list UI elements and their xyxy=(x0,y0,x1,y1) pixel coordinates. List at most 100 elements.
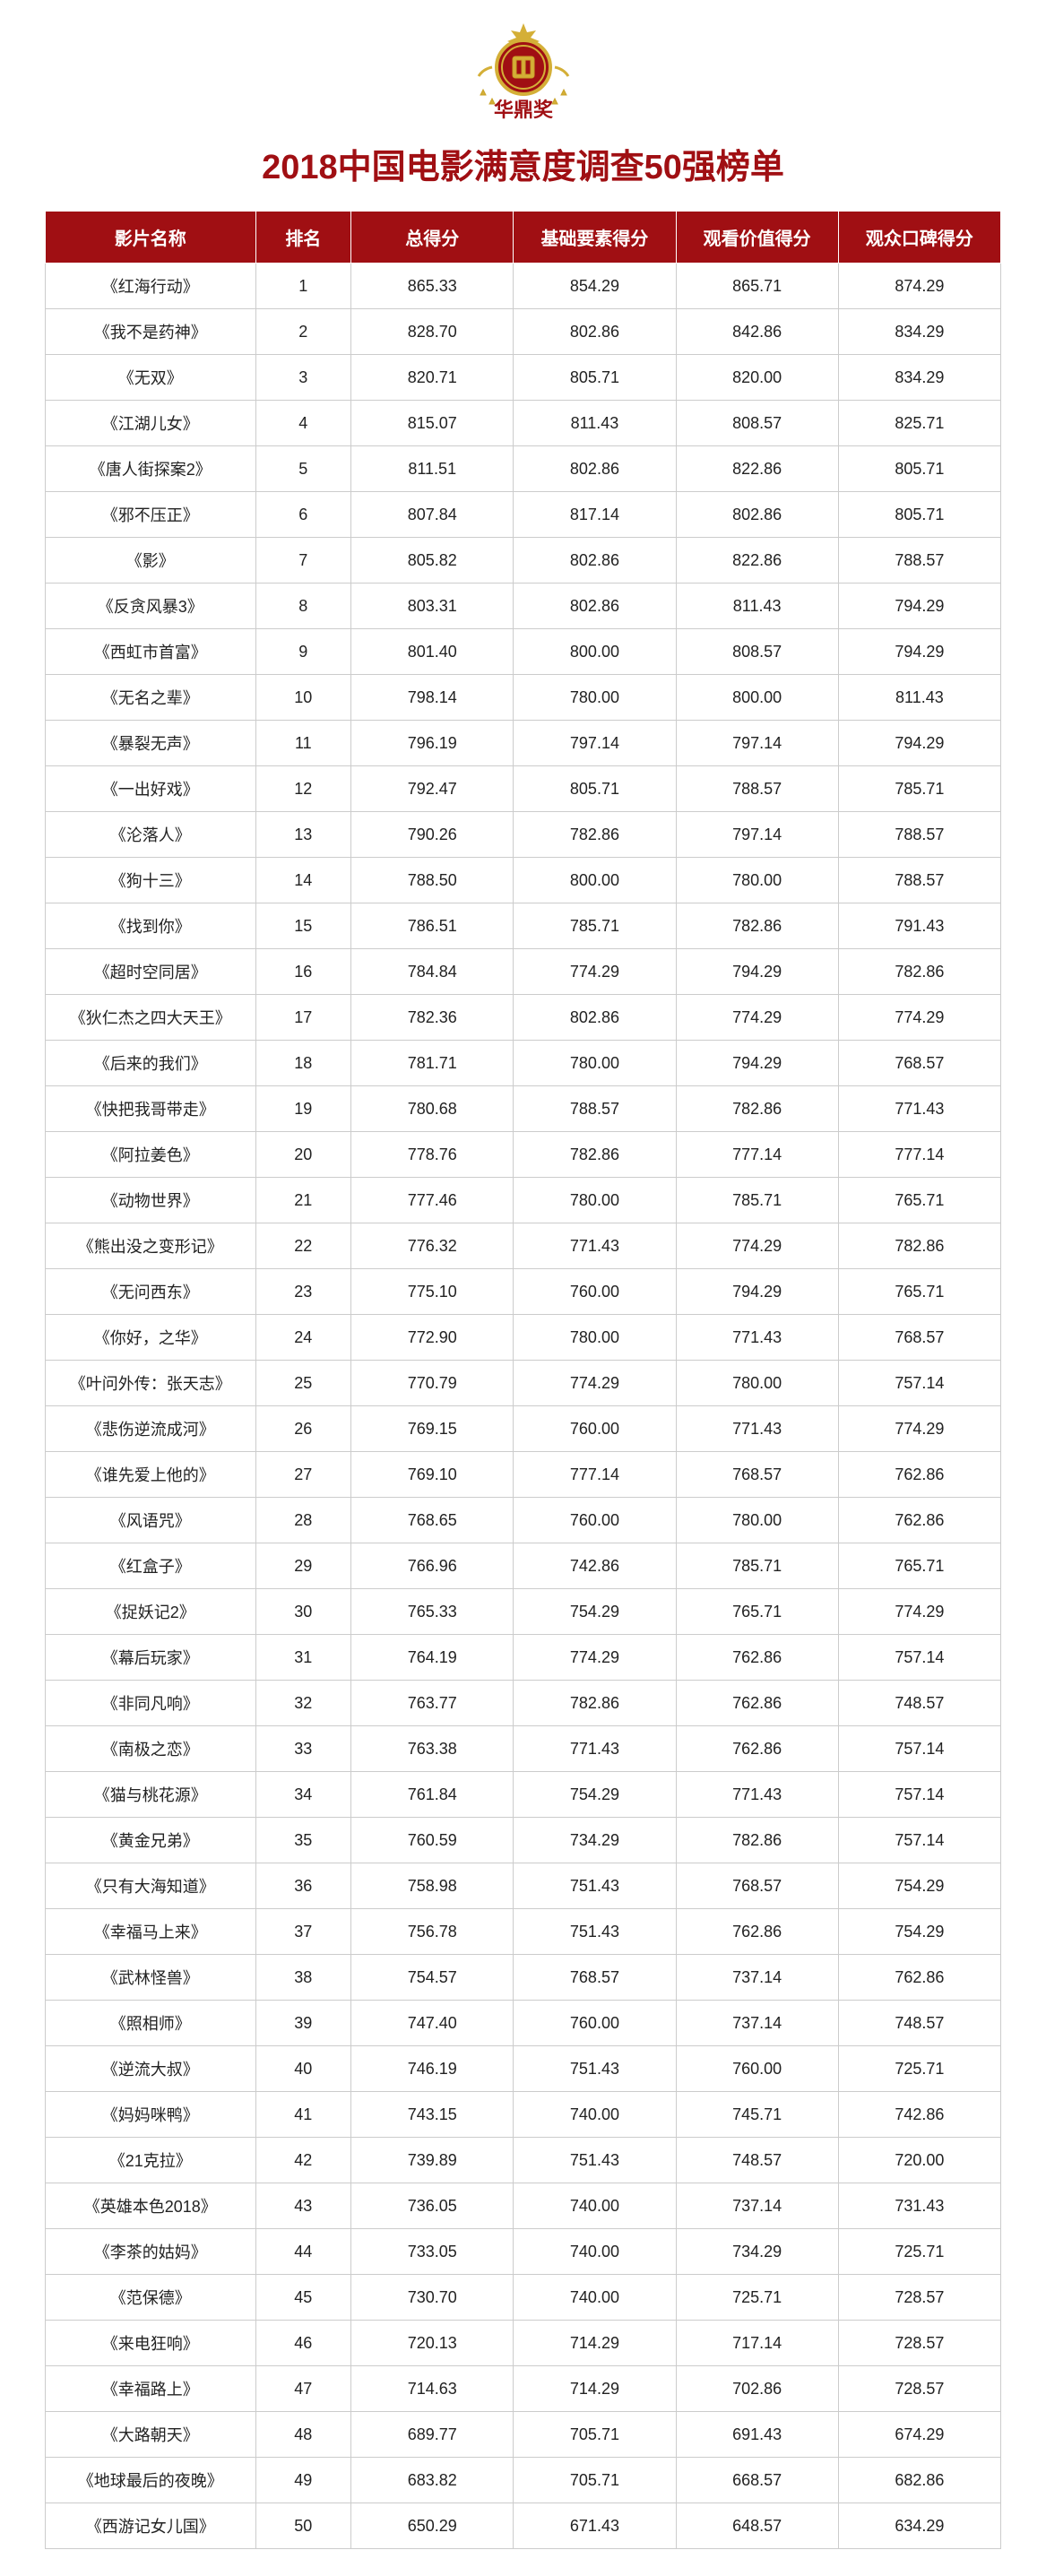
table-cell: 725.71 xyxy=(838,2229,1000,2275)
table-cell: 815.07 xyxy=(351,401,514,446)
table-cell: 20 xyxy=(255,1132,351,1178)
table-cell: 25 xyxy=(255,1361,351,1406)
table-cell: 24 xyxy=(255,1315,351,1361)
table-cell: 801.40 xyxy=(351,629,514,675)
table-cell: 865.71 xyxy=(676,264,838,309)
table-cell: 705.71 xyxy=(514,2412,676,2458)
table-cell: 7 xyxy=(255,538,351,583)
table-cell: 770.79 xyxy=(351,1361,514,1406)
table-cell: 764.19 xyxy=(351,1635,514,1681)
table-cell: 43 xyxy=(255,2183,351,2229)
table-cell: 《无名之辈》 xyxy=(46,675,256,721)
table-cell: 757.14 xyxy=(838,1726,1000,1772)
table-row: 《幸福马上来》37756.78751.43762.86754.29 xyxy=(46,1909,1001,1955)
table-cell: 《反贪风暴3》 xyxy=(46,583,256,629)
table-cell: 774.29 xyxy=(838,1589,1000,1635)
table-cell: 794.29 xyxy=(676,1269,838,1315)
table-cell: 19 xyxy=(255,1086,351,1132)
table-cell: 742.86 xyxy=(838,2092,1000,2138)
table-row: 《熊出没之变形记》22776.32771.43774.29782.86 xyxy=(46,1223,1001,1269)
table-cell: 41 xyxy=(255,2092,351,2138)
table-cell: 834.29 xyxy=(838,355,1000,401)
table-cell: 33 xyxy=(255,1726,351,1772)
table-row: 《大路朝天》48689.77705.71691.43674.29 xyxy=(46,2412,1001,2458)
table-cell: 785.71 xyxy=(838,766,1000,812)
table-cell: 《来电狂响》 xyxy=(46,2321,256,2366)
table-cell: 《南极之恋》 xyxy=(46,1726,256,1772)
table-cell: 49 xyxy=(255,2458,351,2503)
table-row: 《红海行动》1865.33854.29865.71874.29 xyxy=(46,264,1001,309)
table-cell: 748.57 xyxy=(838,2001,1000,2046)
table-cell: 《西游记女儿国》 xyxy=(46,2503,256,2549)
table-cell: 751.43 xyxy=(514,2138,676,2183)
table-cell: 1 xyxy=(255,264,351,309)
table-cell: 《照相师》 xyxy=(46,2001,256,2046)
table-cell: 785.71 xyxy=(676,1543,838,1589)
table-cell: 740.00 xyxy=(514,2229,676,2275)
table-cell: 730.70 xyxy=(351,2275,514,2321)
table-cell: 769.15 xyxy=(351,1406,514,1452)
table-cell: 786.51 xyxy=(351,903,514,949)
column-header: 观众口碑得分 xyxy=(838,212,1000,264)
table-cell: 762.86 xyxy=(676,1681,838,1726)
table-cell: 702.86 xyxy=(676,2366,838,2412)
table-row: 《捉妖记2》30765.33754.29765.71774.29 xyxy=(46,1589,1001,1635)
table-cell: 《大路朝天》 xyxy=(46,2412,256,2458)
table-header: 影片名称排名总得分基础要素得分观看价值得分观众口碑得分 xyxy=(46,212,1001,264)
table-row: 《无问西东》23775.10760.00794.29765.71 xyxy=(46,1269,1001,1315)
table-cell: 800.00 xyxy=(514,858,676,903)
table-cell: 768.57 xyxy=(838,1315,1000,1361)
table-cell: 776.32 xyxy=(351,1223,514,1269)
table-cell: 650.29 xyxy=(351,2503,514,2549)
table-cell: 794.29 xyxy=(838,629,1000,675)
table-cell: 45 xyxy=(255,2275,351,2321)
table-cell: 2 xyxy=(255,309,351,355)
table-cell: 762.86 xyxy=(838,1955,1000,2001)
table-cell: 5 xyxy=(255,446,351,492)
table-cell: 《阿拉姜色》 xyxy=(46,1132,256,1178)
table-cell: 10 xyxy=(255,675,351,721)
table-cell: 682.86 xyxy=(838,2458,1000,2503)
table-cell: 874.29 xyxy=(838,264,1000,309)
table-cell: 794.29 xyxy=(838,583,1000,629)
table-cell: 782.86 xyxy=(514,1132,676,1178)
table-cell: 794.29 xyxy=(838,721,1000,766)
table-cell: 668.57 xyxy=(676,2458,838,2503)
table-cell: 765.71 xyxy=(838,1543,1000,1589)
table-cell: 705.71 xyxy=(514,2458,676,2503)
table-cell: 44 xyxy=(255,2229,351,2275)
table-cell: 768.57 xyxy=(514,1955,676,2001)
table-cell: 774.29 xyxy=(514,949,676,995)
table-cell: 751.43 xyxy=(514,1909,676,1955)
table-cell: 746.19 xyxy=(351,2046,514,2092)
table-cell: 714.63 xyxy=(351,2366,514,2412)
table-cell: 36 xyxy=(255,1863,351,1909)
table-cell: 757.14 xyxy=(838,1361,1000,1406)
table-cell: 3 xyxy=(255,355,351,401)
table-cell: 762.86 xyxy=(676,1726,838,1772)
table-cell: 《暴裂无声》 xyxy=(46,721,256,766)
table-cell: 761.84 xyxy=(351,1772,514,1818)
table-row: 《21克拉》42739.89751.43748.57720.00 xyxy=(46,2138,1001,2183)
table-cell: 782.86 xyxy=(676,903,838,949)
table-cell: 21 xyxy=(255,1178,351,1223)
table-row: 《你好，之华》24772.90780.00771.43768.57 xyxy=(46,1315,1001,1361)
table-row: 《南极之恋》33763.38771.43762.86757.14 xyxy=(46,1726,1001,1772)
table-cell: 805.71 xyxy=(838,446,1000,492)
table-cell: 8 xyxy=(255,583,351,629)
table-row: 《幕后玩家》31764.19774.29762.86757.14 xyxy=(46,1635,1001,1681)
table-cell: 825.71 xyxy=(838,401,1000,446)
table-row: 《动物世界》21777.46780.00785.71765.71 xyxy=(46,1178,1001,1223)
table-row: 《李茶的姑妈》44733.05740.00734.29725.71 xyxy=(46,2229,1001,2275)
table-cell: 《妈妈咪鸭》 xyxy=(46,2092,256,2138)
table-cell: 774.29 xyxy=(514,1361,676,1406)
table-row: 《暴裂无声》11796.19797.14797.14794.29 xyxy=(46,721,1001,766)
table-cell: 762.86 xyxy=(838,1498,1000,1543)
table-cell: 《狗十三》 xyxy=(46,858,256,903)
table-cell: 817.14 xyxy=(514,492,676,538)
table-cell: 22 xyxy=(255,1223,351,1269)
table-cell: 797.14 xyxy=(676,721,838,766)
table-cell: 26 xyxy=(255,1406,351,1452)
table-cell: 774.29 xyxy=(514,1635,676,1681)
table-row: 《邪不压正》6807.84817.14802.86805.71 xyxy=(46,492,1001,538)
